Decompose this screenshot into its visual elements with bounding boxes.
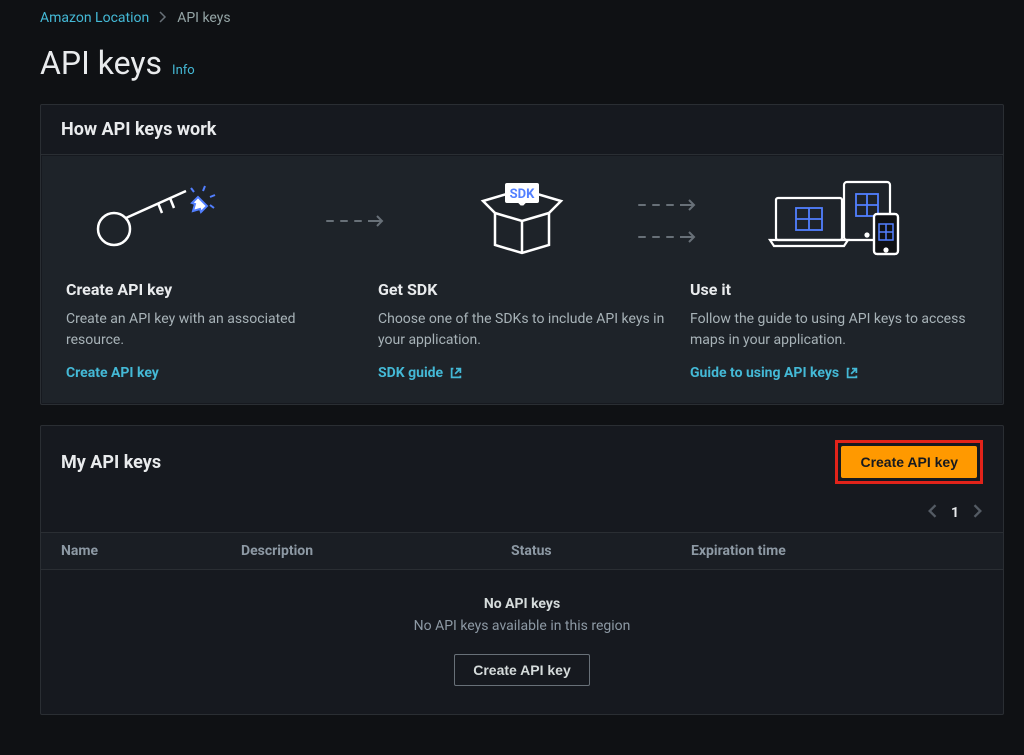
column-header-name[interactable]: Name	[61, 543, 241, 559]
create-api-key-button-secondary[interactable]: Create API key	[454, 654, 590, 686]
step-create-api-key: Create API key Create an API key with an…	[54, 180, 366, 381]
breadcrumb: Amazon Location API keys	[40, 10, 1004, 26]
page-title-row: API keys Info	[40, 44, 1004, 82]
step-title: Create API key	[66, 280, 354, 299]
empty-state-title: No API keys	[61, 596, 983, 612]
arrow-connector-icon	[326, 214, 384, 228]
external-link-icon	[449, 366, 463, 380]
step-title: Use it	[690, 280, 978, 299]
how-api-keys-work-panel: How API keys work	[40, 104, 1004, 405]
chevron-right-icon	[159, 11, 167, 26]
devices-icon	[764, 180, 904, 262]
step-title: Get SDK	[378, 280, 666, 299]
empty-state: No API keys No API keys available in thi…	[41, 570, 1003, 714]
step-desc: Follow the guide to using API keys to ac…	[690, 309, 978, 351]
arrow-connector-icon	[638, 198, 696, 212]
create-api-key-button-primary[interactable]: Create API key	[841, 446, 977, 478]
external-link-icon	[845, 366, 859, 380]
step-get-sdk: SDK Get SDK Choose one of the SDKs to in…	[366, 180, 678, 381]
pagination: 1	[41, 498, 1003, 532]
guide-using-api-keys-link[interactable]: Guide to using API keys	[690, 365, 978, 381]
breadcrumb-root-link[interactable]: Amazon Location	[40, 10, 149, 26]
column-header-description[interactable]: Description	[241, 543, 511, 559]
column-header-expiration[interactable]: Expiration time	[691, 543, 983, 559]
create-api-key-link[interactable]: Create API key	[66, 365, 354, 381]
sdk-guide-link[interactable]: SDK guide	[378, 365, 666, 381]
page-title: API keys	[40, 44, 162, 82]
my-api-keys-panel: My API keys Create API key 1 Name Descri…	[40, 425, 1004, 715]
pagination-prev[interactable]	[927, 504, 937, 522]
pagination-current-page: 1	[951, 505, 959, 521]
highlight-annotation: Create API key	[835, 440, 983, 484]
info-link[interactable]: Info	[172, 63, 195, 78]
sdk-box-icon: SDK	[477, 181, 567, 261]
svg-text:SDK: SDK	[510, 187, 535, 202]
step-desc: Choose one of the SDKs to include API ke…	[378, 309, 666, 351]
how-panel-body: Create API key Create an API key with an…	[42, 156, 1002, 403]
pagination-next[interactable]	[973, 504, 983, 522]
step-desc: Create an API key with an associated res…	[66, 309, 354, 351]
my-keys-title: My API keys	[61, 452, 161, 473]
panel-header: How API keys work	[41, 105, 1003, 155]
how-panel-title: How API keys work	[61, 119, 983, 140]
arrow-connector-icon	[638, 230, 696, 244]
table-header-row: Name Description Status Expiration time	[41, 532, 1003, 570]
breadcrumb-current: API keys	[177, 10, 230, 26]
step-use-it: Use it Follow the guide to using API key…	[678, 180, 990, 381]
my-keys-header: My API keys Create API key	[41, 426, 1003, 498]
key-cursor-icon	[86, 183, 216, 259]
column-header-status[interactable]: Status	[511, 543, 691, 559]
empty-state-subtitle: No API keys available in this region	[61, 618, 983, 634]
